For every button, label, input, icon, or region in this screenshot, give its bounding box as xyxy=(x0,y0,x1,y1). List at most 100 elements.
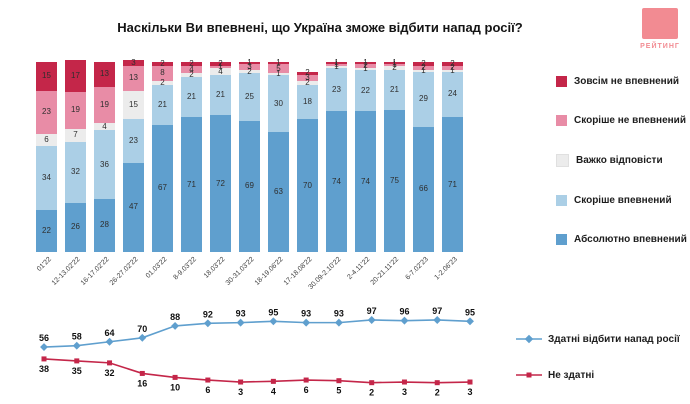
square-marker-icon xyxy=(172,374,178,380)
square-marker-icon xyxy=(205,377,211,383)
line-value-label: 97 xyxy=(432,306,442,316)
bar-segment: 4 xyxy=(181,65,202,74)
bar-segment: 23 xyxy=(326,67,347,112)
legend-label: Скоріше впевнений xyxy=(574,195,672,206)
square-marker-icon xyxy=(41,356,47,362)
bar-segment: 1 xyxy=(413,65,434,75)
bar-value-label: 23 xyxy=(129,135,138,145)
bar-segment: 29 xyxy=(413,71,434,127)
line-value-label: 4 xyxy=(271,386,276,396)
bar-value-label: 25 xyxy=(245,92,254,102)
bar-segment: 1 xyxy=(326,62,347,70)
bar-segment: 25 xyxy=(239,73,260,121)
bar-value-label: 2 xyxy=(189,70,194,80)
bar-value-label: 34 xyxy=(42,172,51,182)
rating-logo-text: РЕЙТИНГ xyxy=(640,43,680,50)
rating-group-logo: РЕЙТИНГ xyxy=(636,8,684,50)
bar-segment: 4 xyxy=(210,66,231,76)
bar-value-label: 1 xyxy=(334,59,339,69)
line-value-label: 64 xyxy=(105,328,115,338)
bar-value-label: 75 xyxy=(390,175,399,185)
trend-line xyxy=(43,358,471,384)
bar-segment: 13 xyxy=(94,62,115,87)
bar-segment: 17 xyxy=(65,60,86,93)
legend-item: Скоріше впевнений xyxy=(556,195,687,206)
bar-value-label: 15 xyxy=(42,71,51,81)
bar-value-label: 1 xyxy=(421,65,426,75)
bar-segment: 21 xyxy=(384,69,405,110)
bar-value-label: 2 xyxy=(421,58,426,68)
x-axis-label: 01'22 xyxy=(35,256,53,273)
bar-column: 17 19 7 32 26 12-13.02'22 xyxy=(51,60,86,287)
bar-value-label: 13 xyxy=(100,69,109,79)
bar-column: 1 5 1 30 63 18-19.06'22 xyxy=(254,58,289,287)
line-value-label: 95 xyxy=(268,307,278,317)
bar-value-label: 2 xyxy=(160,77,165,87)
bar-segment: 26 xyxy=(65,202,86,252)
diamond-marker-icon xyxy=(334,318,343,327)
bar-segment: 2 xyxy=(297,68,318,78)
bar-value-label: 71 xyxy=(187,179,196,189)
bar-column: 2 8 2 21 67 01.03'22 xyxy=(145,58,173,280)
bar-value-label: 2 xyxy=(363,60,368,70)
bar-value-label: 4 xyxy=(218,66,223,76)
legend-swatch-icon xyxy=(556,154,569,167)
trend-line xyxy=(43,319,471,348)
bar-value-label: 13 xyxy=(129,73,138,83)
line-value-label: 56 xyxy=(39,333,49,343)
line-value-label: 70 xyxy=(137,324,147,334)
bar-value-label: 72 xyxy=(216,178,225,188)
bar-segment: 1 xyxy=(355,57,376,67)
x-axis-label: 16-17.02'22 xyxy=(79,256,111,287)
bar-segment: 7 xyxy=(65,128,86,142)
bar-value-label: 2 xyxy=(160,58,165,68)
line-value-label: 92 xyxy=(203,309,213,319)
line-value-label: 16 xyxy=(137,378,147,388)
bar-column: 1 1 1 23 74 30.09-2.10'22 xyxy=(307,59,347,291)
line-value-label: 32 xyxy=(105,368,115,378)
bar-segment: 1 xyxy=(268,58,289,66)
bar-value-label: 1 xyxy=(450,65,455,75)
legend-swatch-icon xyxy=(556,76,567,87)
bar-segment: 1 xyxy=(210,62,231,70)
bar-value-label: 1 xyxy=(276,69,281,79)
line-value-label: 10 xyxy=(170,382,180,392)
trend-line-chart: 56 58 64 70 88 92 93 95 93 93 97 96 97 95 38 35 32 16 10 6 3… xyxy=(30,306,500,404)
bar-value-label: 24 xyxy=(448,89,457,99)
x-axis-label: 18.03'22 xyxy=(202,256,227,280)
bar-segment: 24 xyxy=(442,71,463,118)
legend-item: Скоріше не впевнений xyxy=(556,115,687,126)
line-chart-legend: Здатні відбити напад росії Не здатні xyxy=(516,333,680,381)
bar-column: 1 3 2 25 69 30-31.03'22 xyxy=(225,58,260,287)
x-axis-label: 18-19.06'22 xyxy=(253,256,285,287)
bar-segment: 21 xyxy=(181,77,202,118)
bar-segment: 1 xyxy=(326,59,347,67)
bar-segment: 1 xyxy=(384,60,405,68)
bar-segment: 19 xyxy=(65,92,86,129)
bar-value-label: 2 xyxy=(305,68,310,78)
bar-column: 2 2 1 24 71 1-2.06'23 xyxy=(433,58,463,281)
bar-value-label: 26 xyxy=(71,222,80,232)
bar-value-label: 7 xyxy=(73,130,78,140)
line-value-label: 3 xyxy=(238,387,243,397)
line-legend-label: Не здатні xyxy=(548,369,595,381)
line-value-label: 96 xyxy=(399,307,409,317)
bar-segment: 2 xyxy=(239,67,260,75)
bar-value-label: 22 xyxy=(42,226,51,236)
bar-segment: 6 xyxy=(36,134,57,146)
diamond-marker-icon xyxy=(72,341,81,350)
legend-label: Скоріше не впевнений xyxy=(574,115,686,126)
bar-segment: 28 xyxy=(94,198,115,252)
bar-value-label: 19 xyxy=(100,99,109,109)
x-axis-label: 6-7.02'23 xyxy=(404,256,430,282)
bar-segment: 22 xyxy=(355,69,376,112)
diamond-marker-icon xyxy=(466,317,474,326)
bar-column: 13 19 4 36 28 16-17.02'22 xyxy=(80,62,115,287)
x-axis-label: 30-31.03'22 xyxy=(224,256,256,287)
bar-value-label: 1 xyxy=(363,57,368,67)
bar-value-label: 74 xyxy=(332,176,341,186)
bar-value-label: 2 xyxy=(450,58,455,68)
bar-column: 2 2 1 29 66 6-7.02'23 xyxy=(404,58,434,281)
bar-segment: 32 xyxy=(65,141,86,203)
